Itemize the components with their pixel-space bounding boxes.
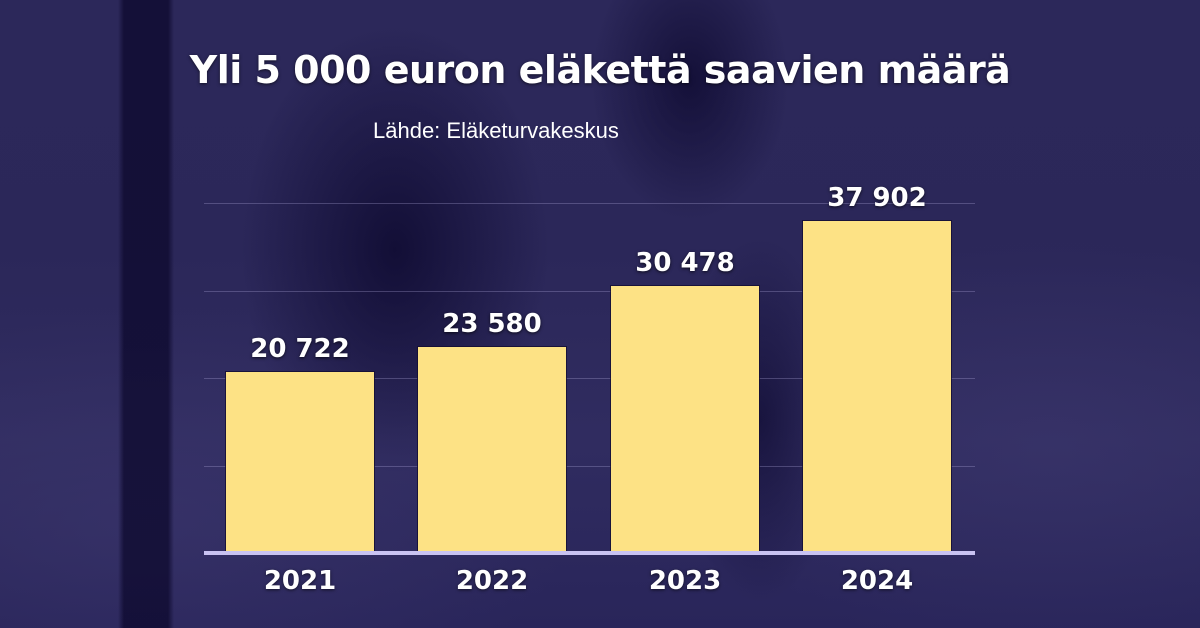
bar-value-label: 23 580 (442, 309, 542, 339)
gridline (204, 378, 975, 379)
x-tick-label: 2021 (263, 566, 337, 596)
gridline (204, 203, 975, 204)
bar-2024 (803, 221, 951, 552)
bar-value-label: 37 902 (827, 183, 927, 213)
x-axis-baseline (204, 551, 975, 555)
x-tick-label: 2022 (455, 566, 529, 596)
chart-source: Lähde: Eläketurvakeskus (373, 118, 619, 143)
bar-value-label: 30 478 (635, 248, 735, 278)
x-tick-label: 2023 (648, 566, 722, 596)
gridline (204, 291, 975, 292)
chart-title: Yli 5 000 euron eläkettä saavien määrä (189, 48, 1011, 92)
x-tick-label: 2024 (840, 566, 914, 596)
gridline (204, 466, 975, 467)
bar-2023 (611, 286, 759, 552)
bar-value-label: 20 722 (250, 334, 350, 364)
bar-2021 (226, 372, 374, 552)
bar-2022 (418, 347, 566, 552)
